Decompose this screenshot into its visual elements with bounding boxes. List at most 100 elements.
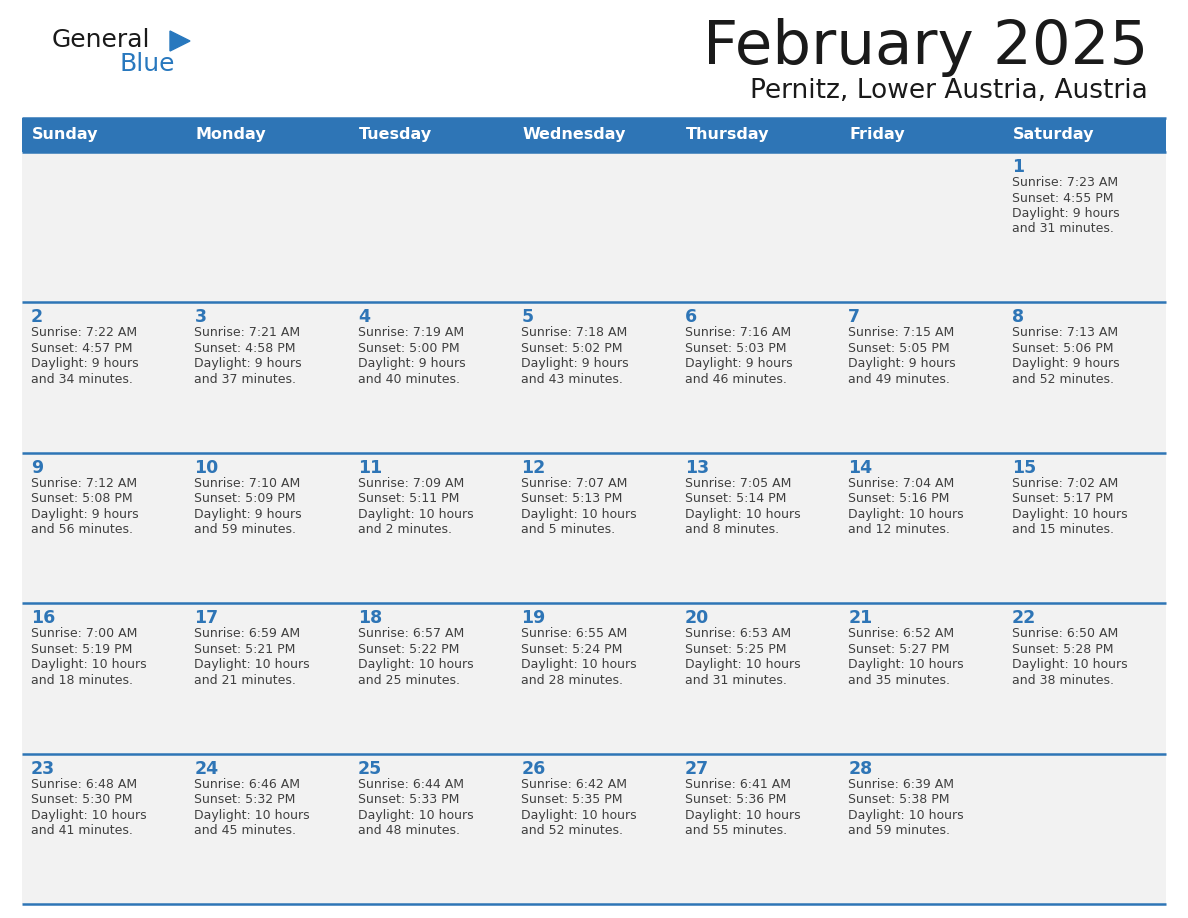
Text: Sunset: 4:58 PM: Sunset: 4:58 PM bbox=[195, 341, 296, 355]
Text: Daylight: 9 hours: Daylight: 9 hours bbox=[31, 508, 139, 521]
Text: Sunset: 5:19 PM: Sunset: 5:19 PM bbox=[31, 643, 132, 655]
Text: 2: 2 bbox=[31, 308, 43, 327]
Text: Sunset: 5:14 PM: Sunset: 5:14 PM bbox=[684, 492, 786, 505]
Text: Daylight: 10 hours: Daylight: 10 hours bbox=[1011, 658, 1127, 671]
Text: 21: 21 bbox=[848, 610, 872, 627]
Text: Monday: Monday bbox=[196, 128, 266, 142]
Text: 26: 26 bbox=[522, 759, 545, 778]
Text: Sunset: 5:32 PM: Sunset: 5:32 PM bbox=[195, 793, 296, 806]
Text: Daylight: 10 hours: Daylight: 10 hours bbox=[684, 809, 801, 822]
Text: Daylight: 10 hours: Daylight: 10 hours bbox=[195, 658, 310, 671]
Text: Daylight: 10 hours: Daylight: 10 hours bbox=[684, 658, 801, 671]
Text: and 40 minutes.: and 40 minutes. bbox=[358, 373, 460, 386]
Polygon shape bbox=[170, 31, 190, 51]
Text: Daylight: 10 hours: Daylight: 10 hours bbox=[31, 658, 146, 671]
Text: Daylight: 10 hours: Daylight: 10 hours bbox=[358, 809, 474, 822]
Text: Sunrise: 6:42 AM: Sunrise: 6:42 AM bbox=[522, 778, 627, 790]
Text: Sunrise: 6:39 AM: Sunrise: 6:39 AM bbox=[848, 778, 954, 790]
Text: and 43 minutes.: and 43 minutes. bbox=[522, 373, 624, 386]
Text: and 46 minutes.: and 46 minutes. bbox=[684, 373, 786, 386]
Bar bbox=[23, 603, 1165, 754]
Text: Sunset: 5:03 PM: Sunset: 5:03 PM bbox=[684, 341, 786, 355]
Text: Sunrise: 7:22 AM: Sunrise: 7:22 AM bbox=[31, 327, 137, 340]
Text: and 25 minutes.: and 25 minutes. bbox=[358, 674, 460, 687]
Text: 18: 18 bbox=[358, 610, 383, 627]
Text: Sunset: 5:38 PM: Sunset: 5:38 PM bbox=[848, 793, 949, 806]
Text: Daylight: 9 hours: Daylight: 9 hours bbox=[31, 357, 139, 370]
Text: Sunrise: 7:19 AM: Sunrise: 7:19 AM bbox=[358, 327, 465, 340]
Text: Daylight: 10 hours: Daylight: 10 hours bbox=[522, 508, 637, 521]
Text: 22: 22 bbox=[1011, 610, 1036, 627]
Text: Sunset: 5:08 PM: Sunset: 5:08 PM bbox=[31, 492, 133, 505]
Text: Daylight: 9 hours: Daylight: 9 hours bbox=[848, 357, 956, 370]
Text: and 28 minutes.: and 28 minutes. bbox=[522, 674, 624, 687]
Text: and 34 minutes.: and 34 minutes. bbox=[31, 373, 133, 386]
Text: 17: 17 bbox=[195, 610, 219, 627]
Text: Sunrise: 7:05 AM: Sunrise: 7:05 AM bbox=[684, 476, 791, 490]
Text: and 52 minutes.: and 52 minutes. bbox=[522, 824, 624, 837]
Text: Daylight: 9 hours: Daylight: 9 hours bbox=[195, 508, 302, 521]
Text: February 2025: February 2025 bbox=[702, 18, 1148, 77]
Text: Friday: Friday bbox=[849, 128, 905, 142]
Text: 28: 28 bbox=[848, 759, 872, 778]
Text: Sunrise: 7:02 AM: Sunrise: 7:02 AM bbox=[1011, 476, 1118, 490]
Text: Sunrise: 7:18 AM: Sunrise: 7:18 AM bbox=[522, 327, 627, 340]
Text: Sunset: 5:06 PM: Sunset: 5:06 PM bbox=[1011, 341, 1113, 355]
Text: Daylight: 9 hours: Daylight: 9 hours bbox=[1011, 207, 1119, 220]
Text: Daylight: 10 hours: Daylight: 10 hours bbox=[1011, 508, 1127, 521]
Text: Sunrise: 6:50 AM: Sunrise: 6:50 AM bbox=[1011, 627, 1118, 640]
Text: Sunset: 5:35 PM: Sunset: 5:35 PM bbox=[522, 793, 623, 806]
Text: Sunset: 5:27 PM: Sunset: 5:27 PM bbox=[848, 643, 949, 655]
Text: and 35 minutes.: and 35 minutes. bbox=[848, 674, 950, 687]
Text: Sunrise: 6:41 AM: Sunrise: 6:41 AM bbox=[684, 778, 791, 790]
Text: Sunset: 5:09 PM: Sunset: 5:09 PM bbox=[195, 492, 296, 505]
Text: and 31 minutes.: and 31 minutes. bbox=[1011, 222, 1113, 236]
Bar bbox=[23, 302, 1165, 453]
Text: Sunrise: 6:46 AM: Sunrise: 6:46 AM bbox=[195, 778, 301, 790]
Text: 6: 6 bbox=[684, 308, 697, 327]
Text: Daylight: 10 hours: Daylight: 10 hours bbox=[522, 809, 637, 822]
Text: Sunrise: 7:04 AM: Sunrise: 7:04 AM bbox=[848, 476, 954, 490]
Text: Sunset: 5:24 PM: Sunset: 5:24 PM bbox=[522, 643, 623, 655]
Text: Sunset: 5:11 PM: Sunset: 5:11 PM bbox=[358, 492, 460, 505]
Text: and 21 minutes.: and 21 minutes. bbox=[195, 674, 296, 687]
Bar bbox=[23, 453, 1165, 603]
Text: Sunday: Sunday bbox=[32, 128, 99, 142]
Text: Sunrise: 6:52 AM: Sunrise: 6:52 AM bbox=[848, 627, 954, 640]
Text: Saturday: Saturday bbox=[1012, 128, 1094, 142]
Text: 10: 10 bbox=[195, 459, 219, 476]
Text: 20: 20 bbox=[684, 610, 709, 627]
Text: Sunset: 5:13 PM: Sunset: 5:13 PM bbox=[522, 492, 623, 505]
Bar bbox=[23, 152, 1165, 302]
Text: Sunset: 5:02 PM: Sunset: 5:02 PM bbox=[522, 341, 623, 355]
Text: Thursday: Thursday bbox=[685, 128, 769, 142]
Text: 27: 27 bbox=[684, 759, 709, 778]
Text: General: General bbox=[52, 28, 151, 52]
Text: 11: 11 bbox=[358, 459, 383, 476]
Text: 8: 8 bbox=[1011, 308, 1024, 327]
Text: and 59 minutes.: and 59 minutes. bbox=[195, 523, 297, 536]
Text: Daylight: 9 hours: Daylight: 9 hours bbox=[522, 357, 628, 370]
Text: Tuesday: Tuesday bbox=[359, 128, 432, 142]
Text: Daylight: 9 hours: Daylight: 9 hours bbox=[358, 357, 466, 370]
Text: 5: 5 bbox=[522, 308, 533, 327]
Text: Wednesday: Wednesday bbox=[523, 128, 626, 142]
Text: Daylight: 10 hours: Daylight: 10 hours bbox=[358, 658, 474, 671]
Text: 19: 19 bbox=[522, 610, 545, 627]
Text: and 41 minutes.: and 41 minutes. bbox=[31, 824, 133, 837]
Text: Sunset: 5:00 PM: Sunset: 5:00 PM bbox=[358, 341, 460, 355]
Text: Sunset: 4:55 PM: Sunset: 4:55 PM bbox=[1011, 192, 1113, 205]
Text: Daylight: 10 hours: Daylight: 10 hours bbox=[31, 809, 146, 822]
Text: Daylight: 9 hours: Daylight: 9 hours bbox=[195, 357, 302, 370]
Text: Sunset: 5:25 PM: Sunset: 5:25 PM bbox=[684, 643, 786, 655]
Text: and 55 minutes.: and 55 minutes. bbox=[684, 824, 786, 837]
Text: and 8 minutes.: and 8 minutes. bbox=[684, 523, 779, 536]
Text: Sunrise: 7:16 AM: Sunrise: 7:16 AM bbox=[684, 327, 791, 340]
Text: Daylight: 10 hours: Daylight: 10 hours bbox=[358, 508, 474, 521]
Bar bbox=[23, 118, 1165, 152]
Text: and 56 minutes.: and 56 minutes. bbox=[31, 523, 133, 536]
Text: Sunset: 5:28 PM: Sunset: 5:28 PM bbox=[1011, 643, 1113, 655]
Text: Sunrise: 7:15 AM: Sunrise: 7:15 AM bbox=[848, 327, 954, 340]
Text: 4: 4 bbox=[358, 308, 369, 327]
Text: 7: 7 bbox=[848, 308, 860, 327]
